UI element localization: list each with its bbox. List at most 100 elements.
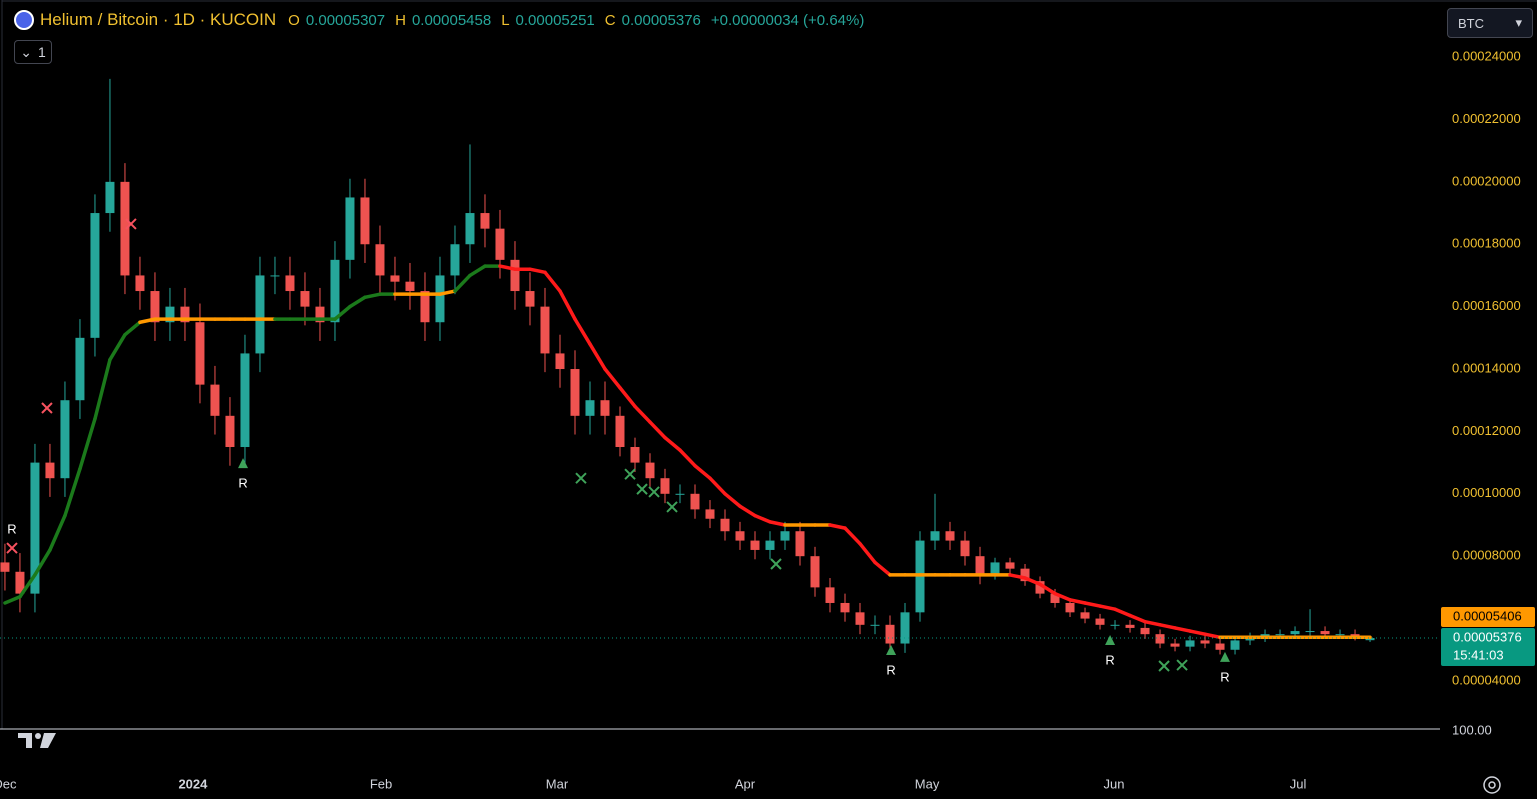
trend-segment — [108, 332, 127, 362]
candle-body — [1065, 602, 1075, 613]
candle-body — [1080, 612, 1090, 619]
candle-body — [1125, 624, 1135, 628]
signal-cross — [575, 472, 587, 484]
trend-segment — [723, 492, 742, 509]
logo — [18, 733, 56, 748]
candle-body — [600, 400, 610, 416]
trend-segment — [498, 264, 517, 271]
candle-body — [1035, 581, 1045, 594]
x-tick-label: Mar — [546, 776, 569, 791]
y-tick-label: 0.00024000 — [1452, 49, 1521, 64]
candle-body — [330, 259, 340, 323]
trend-segment — [33, 548, 52, 577]
y-tick-label: 0.00022000 — [1452, 111, 1521, 126]
candle-body — [150, 291, 160, 323]
ohlc-value: 0.00005251 — [515, 11, 595, 29]
price-box — [1441, 628, 1535, 667]
indicator-toggle[interactable]: ⌄ 1 — [14, 40, 52, 64]
trend-segment — [1113, 607, 1132, 618]
candle-body — [1005, 562, 1015, 569]
candle-body — [0, 562, 10, 572]
trend-segment — [18, 573, 37, 599]
trend-segment — [858, 541, 877, 565]
x-tick-label: Apr — [735, 776, 756, 791]
candle-body — [840, 602, 850, 613]
cross-stroke — [624, 468, 636, 480]
trend-segment — [738, 504, 757, 518]
candle-body — [1185, 640, 1195, 647]
cross-stroke — [6, 542, 18, 554]
trend-segment — [633, 404, 652, 424]
signal-cross — [636, 483, 648, 495]
candle-body — [495, 228, 505, 260]
candle-body — [810, 556, 820, 588]
trend-segment — [1083, 601, 1102, 608]
trend-segment — [528, 267, 547, 275]
candle-body — [195, 322, 205, 385]
candle-body — [570, 369, 580, 416]
candle-body — [675, 493, 685, 495]
candle-body — [705, 509, 715, 519]
candle-body — [1095, 618, 1105, 625]
candle-body — [390, 275, 400, 282]
signal-triangle — [886, 645, 897, 656]
candle-body — [720, 518, 730, 532]
y-tick-label: 0.00008000 — [1452, 548, 1521, 563]
trend-segment — [1143, 619, 1162, 627]
lower-pane-label: 100.00 — [1452, 722, 1492, 737]
candle-body — [1155, 634, 1165, 644]
chart-title: Helium / Bitcoin · 1D · KUCOIN — [40, 10, 277, 29]
candle-body — [75, 337, 85, 401]
candle-body — [1320, 631, 1330, 635]
candle-body — [405, 281, 415, 292]
x-tick-label: Jul — [1290, 776, 1307, 791]
cross-stroke — [648, 486, 660, 498]
trend-segment — [78, 417, 97, 471]
trend-segment — [1053, 591, 1072, 602]
trend-segment — [468, 264, 487, 278]
trend-segment — [333, 304, 352, 321]
signal-cross — [41, 402, 53, 414]
candle-body — [780, 531, 790, 541]
trend-segment — [663, 435, 682, 452]
candle-body — [750, 540, 760, 550]
candle-body — [1110, 624, 1120, 626]
trend-segment — [588, 342, 607, 371]
trend-segment — [123, 320, 142, 337]
settings-icon[interactable] — [1483, 776, 1501, 794]
candle-body — [1020, 568, 1030, 582]
candle-body — [255, 275, 265, 354]
trend-segment — [618, 385, 637, 409]
trend-segment — [573, 317, 592, 346]
signal-cross — [624, 468, 636, 480]
signal-cross — [1158, 660, 1170, 672]
ohlc-value: 0.00005458 — [411, 11, 492, 29]
x-tick-label: May — [915, 776, 940, 791]
trend-segment — [1203, 632, 1222, 640]
candle-body — [180, 306, 190, 323]
candle-body — [525, 291, 535, 307]
signal-triangle — [238, 458, 249, 469]
candle-body — [1230, 640, 1240, 650]
candle-body — [1140, 627, 1150, 635]
trend-segment — [1023, 576, 1042, 587]
candle-body — [120, 181, 130, 276]
candle-body — [615, 415, 625, 448]
candle-body — [990, 562, 1000, 575]
candle-body — [360, 197, 370, 245]
cross-stroke — [1176, 659, 1188, 671]
trend-segment — [138, 317, 157, 324]
currency-select[interactable]: BTC ▾ — [1447, 8, 1533, 38]
x-tick-label: 2024 — [178, 776, 208, 791]
candle-body — [300, 291, 310, 307]
trend-segment — [828, 523, 847, 530]
candle-body — [1305, 631, 1315, 633]
candle-body — [345, 197, 355, 260]
candle-body — [30, 462, 40, 594]
candle-body — [1200, 640, 1210, 644]
trend-segment — [558, 289, 577, 321]
candle-body — [645, 462, 655, 479]
